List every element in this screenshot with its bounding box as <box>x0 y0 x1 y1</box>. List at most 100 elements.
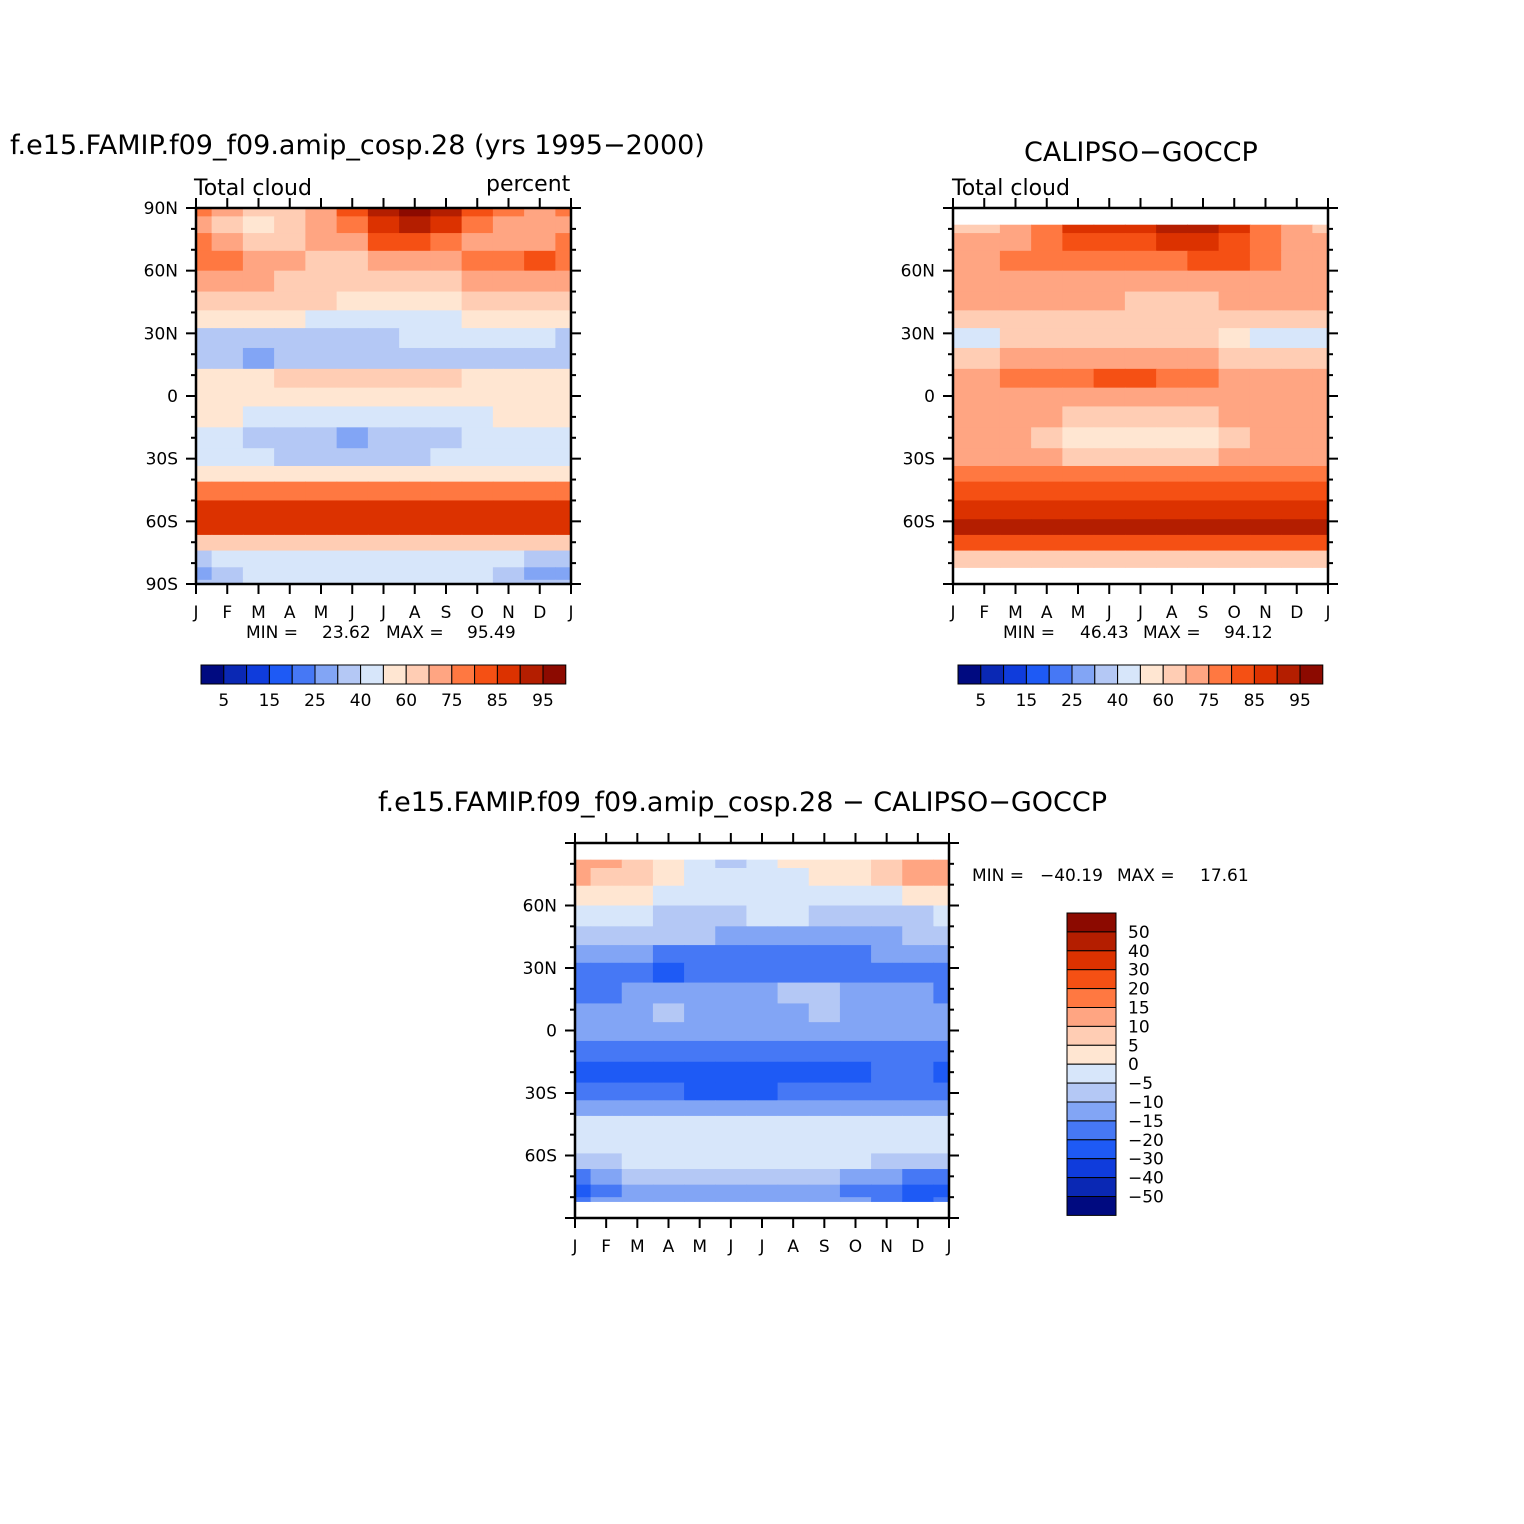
heatmap-cell <box>1062 328 1095 349</box>
colorbar-label: 15 <box>259 691 281 711</box>
heatmap-cell <box>575 1134 592 1155</box>
heatmap-cell <box>621 1153 654 1170</box>
heatmap-cell <box>1062 465 1095 483</box>
heatmap-cell <box>1249 387 1282 408</box>
heatmap-cell <box>652 1184 685 1198</box>
heatmap-cell <box>1249 481 1282 502</box>
heatmap-cell <box>777 1082 810 1101</box>
heatmap-cell <box>590 1184 623 1198</box>
heatmap-cell <box>968 550 1001 564</box>
heatmap-cell <box>902 1003 935 1023</box>
heatmap-cell <box>1031 465 1063 483</box>
heatmap-cell <box>1218 500 1251 520</box>
heatmap-cell <box>902 1115 935 1136</box>
heatmap-cell <box>652 885 685 907</box>
panel1-min-label: MIN = <box>246 623 299 643</box>
heatmap-cell <box>1124 233 1157 252</box>
heatmap-cell <box>652 1022 685 1042</box>
heatmap-cell <box>715 868 748 887</box>
heatmap-cell <box>430 534 463 552</box>
heatmap-cell <box>839 1100 872 1117</box>
heatmap-cell <box>1062 310 1095 329</box>
heatmap-cell <box>305 368 338 389</box>
heatmap-cell <box>242 567 275 581</box>
heatmap-cell <box>746 1040 779 1063</box>
heatmap-cell <box>492 270 525 293</box>
heatmap-cell <box>274 233 306 252</box>
heatmap-cell <box>196 387 213 408</box>
heatmap-cell <box>1156 310 1188 329</box>
heatmap-cell <box>1312 310 1329 329</box>
colorbar-swatch <box>1066 1196 1117 1216</box>
heatmap-cell <box>575 926 592 946</box>
heatmap-cell <box>621 859 654 869</box>
heatmap-cell <box>399 448 431 467</box>
heatmap-cell <box>715 1082 748 1101</box>
heatmap-cell <box>524 500 556 520</box>
heatmap-cell <box>211 328 244 349</box>
heatmap-cell <box>430 250 463 272</box>
heatmap-cell <box>367 448 400 467</box>
heatmap-cell <box>305 270 338 293</box>
heatmap-cell <box>1124 368 1157 389</box>
heatmap-cell <box>968 310 1001 329</box>
colorbar-swatch <box>451 664 476 685</box>
heatmap-cell <box>715 926 748 946</box>
heatmap-cell <box>953 563 970 568</box>
heatmap-cell <box>953 465 970 483</box>
heatmap-cell <box>1031 250 1063 272</box>
heatmap-cell <box>1156 328 1188 349</box>
y-tick-label: 60N <box>523 897 557 917</box>
colorbar-swatch <box>1231 664 1255 685</box>
heatmap-cell <box>336 368 369 389</box>
heatmap-cell <box>871 1040 903 1063</box>
heatmap-cell <box>1031 427 1063 449</box>
heatmap-cell <box>1031 550 1063 564</box>
heatmap-cell <box>808 1040 841 1063</box>
heatmap-cell <box>1031 291 1063 311</box>
heatmap-cell <box>1093 550 1126 564</box>
x-tick-label: J <box>1137 603 1143 623</box>
heatmap-cell <box>1062 500 1095 520</box>
heatmap-cell <box>461 448 494 467</box>
heatmap-cell <box>746 1082 779 1101</box>
heatmap-cell <box>555 500 572 520</box>
heatmap-cell <box>336 448 369 467</box>
heatmap-cell <box>336 406 369 428</box>
colorbar-swatch <box>1066 1120 1117 1141</box>
heatmap-cell <box>196 250 213 272</box>
heatmap-cell <box>461 270 494 293</box>
heatmap-cell <box>968 406 1001 428</box>
x-tick-label: J <box>945 1237 951 1257</box>
heatmap-cell <box>1187 550 1220 564</box>
heatmap-cell <box>1031 563 1063 568</box>
x-tick-label: D <box>911 1237 924 1257</box>
heatmap-cell <box>430 216 463 234</box>
heatmap-cell <box>524 250 556 272</box>
heatmap-cell <box>575 885 592 907</box>
colorbar-swatch <box>542 664 567 685</box>
heatmap-cell <box>430 465 463 483</box>
heatmap-cell <box>274 465 306 483</box>
y-tick-label: 30S <box>525 1084 557 1104</box>
heatmap-cell <box>1312 347 1329 370</box>
heatmap-cell <box>715 1184 748 1198</box>
heatmap-cell <box>1156 233 1188 252</box>
heatmap-cell <box>1281 465 1313 483</box>
heatmap-cell <box>933 868 950 887</box>
heatmap-cell <box>1281 233 1313 252</box>
heatmap-cell <box>933 1022 950 1042</box>
heatmap-cell <box>715 859 748 869</box>
heatmap-cell <box>430 328 463 349</box>
heatmap-cell <box>715 1022 748 1042</box>
colorbar-label: −50 <box>1128 1188 1164 1208</box>
heatmap-cell <box>461 465 494 483</box>
heatmap-cell <box>902 859 935 869</box>
heatmap-cell <box>1218 233 1251 252</box>
heatmap-cell <box>621 1061 654 1084</box>
heatmap-cell <box>575 982 592 1005</box>
panel2-max-label: MAX = <box>1143 623 1201 643</box>
heatmap-cell <box>336 216 369 234</box>
heatmap-cell <box>1249 519 1282 536</box>
heatmap-cell <box>196 291 213 311</box>
